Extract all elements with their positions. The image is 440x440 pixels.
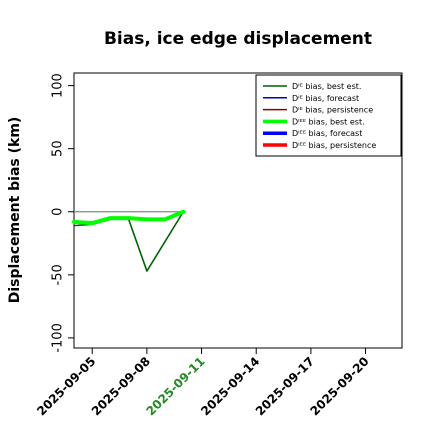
series-line-3 [72,209,186,226]
chart-title: Bias, ice edge displacement [104,29,372,49]
plot-area [73,72,403,349]
legend-entry: Dᴵᴱ bias, best est. [292,82,361,91]
y-tick-label: 100 [51,73,66,98]
x-axis: 2025-09-052025-09-082025-09-112025-09-14… [34,348,372,418]
y-tick-label: 0 [51,208,66,216]
legend-entry: Dᴵᴱᴱ bias, best est. [292,117,365,126]
legend-entry: Dᴵᴱ bias, forecast [292,94,359,103]
legend-entry: Dᴵᴱᴱ bias, forecast [292,129,362,138]
y-tick-label: 50 [51,140,66,157]
x-tick-label: 2025-09-20 [307,354,371,418]
legend-box [255,74,402,157]
y-tick-label: -50 [51,264,66,285]
legend: Dᴵᴱ bias, best est. Dᴵᴱ bias, forecast Dᴵᴱ… [255,74,402,157]
series-layer [72,209,186,272]
y-axis: -100 -50 0 50 100 [51,73,74,353]
legend-entry: Dᴵᴱᴱ bias, persistence [292,141,376,150]
legend-entry: Dᴵᴱ bias, persistence [292,106,373,115]
y-tick-label: -100 [51,323,66,353]
y-axis-label: Displacement bias (km) [7,117,23,304]
